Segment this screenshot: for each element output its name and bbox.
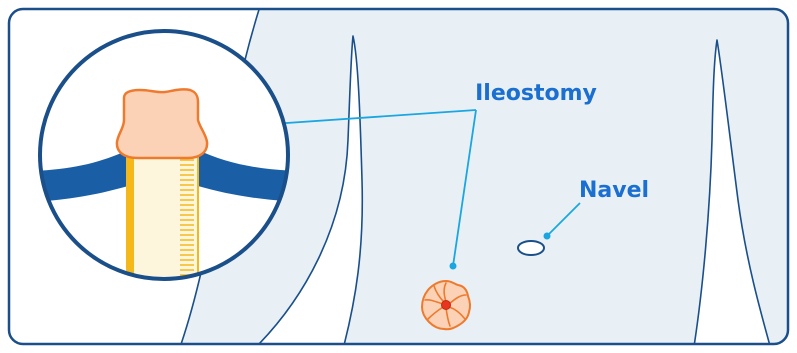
stoma-front-view — [420, 279, 472, 331]
magnified-inset — [38, 29, 290, 281]
ileostomy-label: Ileostomy — [475, 81, 597, 106]
leader-dot-stoma — [449, 262, 457, 270]
abdominal-wall — [40, 150, 128, 202]
right-arm-crease — [692, 39, 773, 344]
leader-line-ileostomy-stoma — [452, 109, 477, 267]
left-arm-crease — [249, 35, 364, 344]
navel-mark — [517, 240, 545, 256]
magnified-inset-border — [38, 29, 290, 281]
leader-line-navel — [546, 202, 581, 237]
abdominal-wall-right — [198, 150, 288, 202]
intestine-wall-left — [128, 150, 134, 279]
stoma-side-view — [115, 88, 209, 160]
frame-border — [7, 7, 790, 346]
navel-label: Navel — [579, 178, 649, 203]
leader-dot-navel — [543, 232, 551, 240]
